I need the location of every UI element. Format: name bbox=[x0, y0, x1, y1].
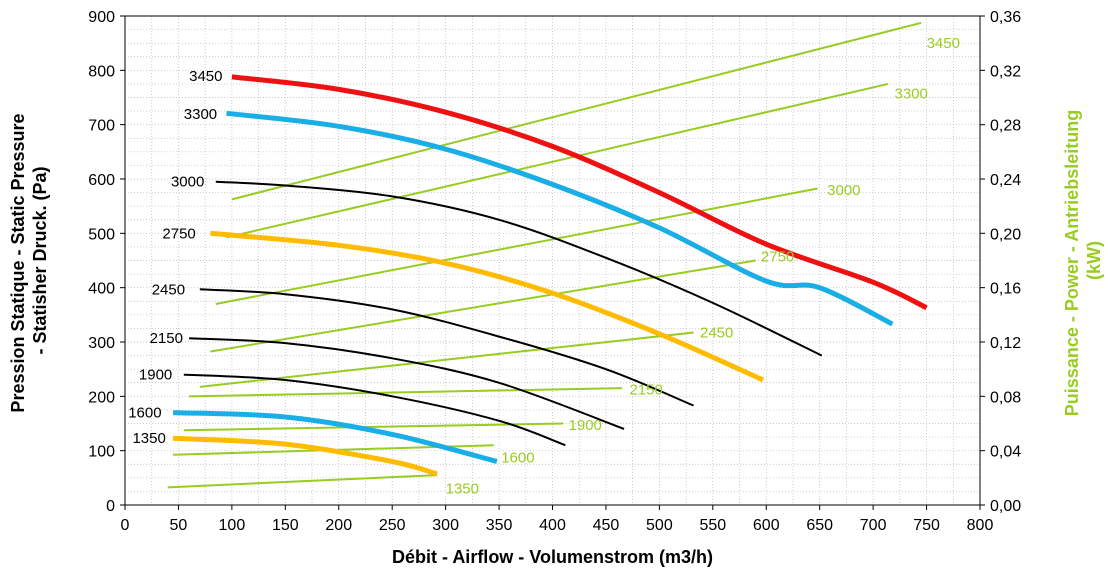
y-tick-label: 300 bbox=[88, 335, 115, 352]
y2-tick-label: 0,28 bbox=[990, 118, 1021, 135]
pressure-curve-1600 bbox=[172, 410, 498, 464]
x-tick-label: 400 bbox=[539, 517, 566, 534]
y-tick-label: 500 bbox=[88, 226, 115, 243]
pressure-curve-3450 bbox=[231, 74, 928, 311]
power-line-label-2150: 2150 bbox=[629, 382, 662, 399]
power-line-2450 bbox=[199, 331, 694, 388]
pressure-curve-label-2150: 2150 bbox=[150, 330, 183, 347]
y2-tick-label: 0,00 bbox=[990, 498, 1021, 515]
pressure-curve-label-3000: 3000 bbox=[171, 174, 204, 191]
y-tick-label: 800 bbox=[88, 63, 115, 80]
axis-layer: 0 50 100 150 200 250 300 350 400 450 500 550 600 650 7… bbox=[88, 9, 1021, 534]
grid-layer bbox=[125, 16, 980, 505]
x-tick-label: 600 bbox=[753, 517, 780, 534]
pressure-curve-3000 bbox=[215, 180, 823, 357]
power-line-label-3300: 3300 bbox=[895, 85, 928, 102]
power-line-label-3450: 3450 bbox=[927, 35, 960, 52]
y2-tick-label: 0,04 bbox=[990, 444, 1021, 461]
pressure-curve-label-3450: 3450 bbox=[189, 68, 222, 85]
pressure-curve-1900 bbox=[183, 373, 566, 447]
power-line-label-3000: 3000 bbox=[827, 182, 860, 199]
pressure-curve-label-1600: 1600 bbox=[128, 405, 161, 422]
power-line-1350 bbox=[167, 474, 438, 489]
x-tick-label: 300 bbox=[432, 517, 459, 534]
x-tick-label: 150 bbox=[272, 517, 299, 534]
y2-tick-label: 0,32 bbox=[990, 63, 1021, 80]
power-line-label-1350: 1350 bbox=[446, 481, 479, 498]
y-tick-label: 200 bbox=[88, 389, 115, 406]
pressure-curve-1350 bbox=[172, 435, 438, 477]
x-tick-label: 250 bbox=[379, 517, 406, 534]
y2-tick-label: 0,08 bbox=[990, 389, 1021, 406]
y-tick-label: 900 bbox=[88, 9, 115, 26]
power-line-3300 bbox=[226, 82, 889, 239]
power-line-2150 bbox=[189, 387, 622, 398]
y2-tick-label: 0,16 bbox=[990, 281, 1021, 298]
y2-tick-label: 0,12 bbox=[990, 335, 1021, 352]
y-tick-label: 400 bbox=[88, 281, 115, 298]
power-line-label-2450: 2450 bbox=[700, 324, 733, 341]
y2-tick-label: 0,24 bbox=[990, 172, 1021, 189]
x-tick-label: 200 bbox=[325, 517, 352, 534]
y-axis-title: Pression Statique - Static Pressure - St… bbox=[8, 108, 50, 412]
power-line-2750 bbox=[210, 259, 756, 353]
pressure-curve-label-3300: 3300 bbox=[184, 106, 217, 123]
power-line-1900 bbox=[183, 422, 564, 432]
y-axis-title-line-1: Pression Statique - Static Pressure bbox=[8, 113, 28, 412]
x-tick-label: 550 bbox=[699, 517, 726, 534]
pressure-curve-3300 bbox=[226, 110, 894, 327]
curve-labels: 3450 3300 3000 2750 2450 2150 1900 1600 1350 3450… bbox=[128, 35, 960, 498]
x-tick-label: 350 bbox=[486, 517, 513, 534]
y-tick-label: 0 bbox=[106, 498, 115, 515]
x-tick-label: 100 bbox=[219, 517, 246, 534]
y2-tick-label: 0,36 bbox=[990, 9, 1021, 26]
x-axis-title: Débit - Airflow - Volumenstrom (m3/h) bbox=[392, 547, 713, 567]
x-tick-label: 800 bbox=[967, 517, 994, 534]
x-tick-label: 450 bbox=[593, 517, 620, 534]
pressure-curve-label-2750: 2750 bbox=[162, 225, 195, 242]
power-line-3000 bbox=[215, 187, 818, 305]
pressure-curve-label-2450: 2450 bbox=[152, 281, 185, 298]
power-line-label-1900: 1900 bbox=[569, 417, 602, 434]
power-line-label-1600: 1600 bbox=[501, 449, 534, 466]
pressure-curve-label-1900: 1900 bbox=[139, 367, 172, 384]
y-tick-label: 100 bbox=[88, 444, 115, 461]
power-line-label-2750: 2750 bbox=[761, 248, 794, 265]
x-tick-label: 700 bbox=[860, 517, 887, 534]
x-tick-label: 50 bbox=[170, 517, 188, 534]
x-tick-label: 500 bbox=[646, 517, 673, 534]
y-tick-label: 600 bbox=[88, 172, 115, 189]
y2-axis-title-line-1: Puissance - Power - Antriebsleitung bbox=[1062, 110, 1082, 416]
pressure-curves bbox=[172, 74, 928, 477]
pressure-curve-2450 bbox=[199, 288, 694, 407]
pressure-curve-label-1350: 1350 bbox=[132, 430, 165, 447]
y-axis-title-line-2: - Statisher Druck. (Pa) bbox=[30, 166, 50, 354]
y2-axis-title: Puissance - Power - Antriebsleitung (kW) bbox=[1062, 105, 1104, 416]
y2-axis-title-line-2: (kW) bbox=[1084, 241, 1104, 280]
y-tick-label: 700 bbox=[88, 118, 115, 135]
power-line-3450 bbox=[231, 21, 922, 201]
pressure-curve-2150 bbox=[189, 337, 625, 430]
x-tick-label: 750 bbox=[913, 517, 940, 534]
y2-tick-label: 0,20 bbox=[990, 226, 1021, 243]
pressure-curve-2750 bbox=[210, 230, 765, 383]
x-tick-label: 650 bbox=[806, 517, 833, 534]
x-tick-label: 0 bbox=[121, 517, 130, 534]
